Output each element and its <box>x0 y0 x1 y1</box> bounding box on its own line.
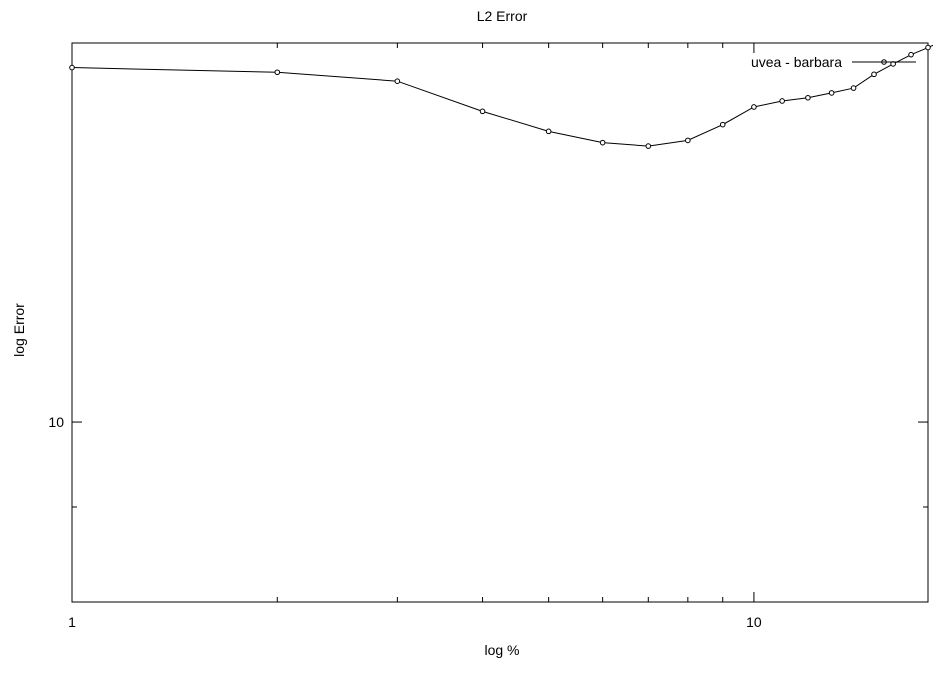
legend: uvea - barbara <box>751 54 916 70</box>
data-point <box>545 128 552 135</box>
data-point <box>599 139 606 146</box>
data-point <box>479 108 486 115</box>
data-point <box>871 71 877 78</box>
data-point <box>274 69 281 76</box>
y-axis: 10 <box>48 414 928 508</box>
data-point <box>645 143 652 149</box>
legend-label: uvea - barbara <box>751 54 842 70</box>
y-tick-label: 10 <box>48 414 64 430</box>
chart-title: L2 Error <box>477 8 528 24</box>
x-tick-label: 10 <box>746 614 762 630</box>
plot-frame <box>71 42 929 603</box>
data-point <box>805 94 811 101</box>
y-axis-label: log Error <box>11 303 27 357</box>
series-layer <box>69 44 933 149</box>
data-point <box>908 51 914 58</box>
legend-marker <box>881 59 887 65</box>
data-point <box>69 64 75 71</box>
x-axis: 1 10 <box>68 43 762 630</box>
x-axis-label: log % <box>484 642 519 658</box>
data-point <box>719 121 726 128</box>
x-tick-label: 1 <box>68 614 76 630</box>
data-point <box>394 78 401 84</box>
data-point <box>850 85 857 91</box>
data-point <box>925 44 931 51</box>
data-point <box>685 137 691 144</box>
data-point <box>751 104 757 110</box>
data-point <box>828 90 835 96</box>
data-point <box>779 98 785 104</box>
